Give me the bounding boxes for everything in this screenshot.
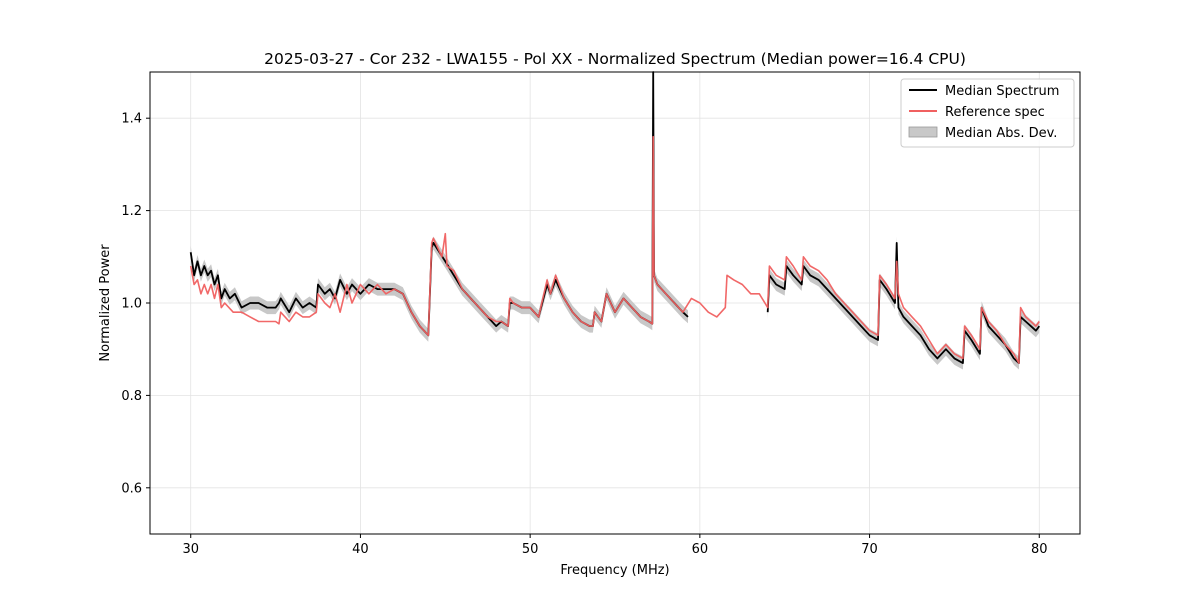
x-tick-label: 50 (522, 542, 539, 557)
axis-ticks: 30 40 50 60 70 80 0.6 0.8 1.0 1.2 1.4 (121, 112, 1047, 557)
y-tick-label: 1.0 (121, 297, 142, 312)
legend-swatch-mad (908, 126, 938, 138)
x-tick-label: 60 (692, 542, 709, 557)
y-tick-label: 0.6 (121, 481, 142, 496)
chart-title: 2025-03-27 - Cor 232 - LWA155 - Pol XX -… (264, 50, 966, 68)
x-tick-label: 40 (352, 542, 369, 557)
legend-label-mad: Median Abs. Dev. (945, 126, 1057, 141)
legend-label-median: Median Spectrum (945, 84, 1059, 99)
x-tick-label: 30 (182, 542, 199, 557)
y-axis-label: Normalized Power (98, 244, 113, 362)
legend-label-reference: Reference spec (945, 105, 1045, 120)
legend-box (900, 78, 1075, 148)
x-axis-label: Frequency (MHz) (560, 563, 669, 578)
x-tick-label: 80 (1031, 542, 1048, 557)
y-tick-label: 0.8 (121, 389, 142, 404)
legend: Median Spectrum Reference spec Median Ab… (900, 78, 1075, 148)
y-tick-label: 1.2 (121, 204, 142, 219)
reference-spec-line (189, 135, 1040, 364)
y-tick-label: 1.4 (121, 112, 142, 127)
series-lines (189, 71, 1041, 365)
x-tick-label: 70 (861, 542, 878, 557)
